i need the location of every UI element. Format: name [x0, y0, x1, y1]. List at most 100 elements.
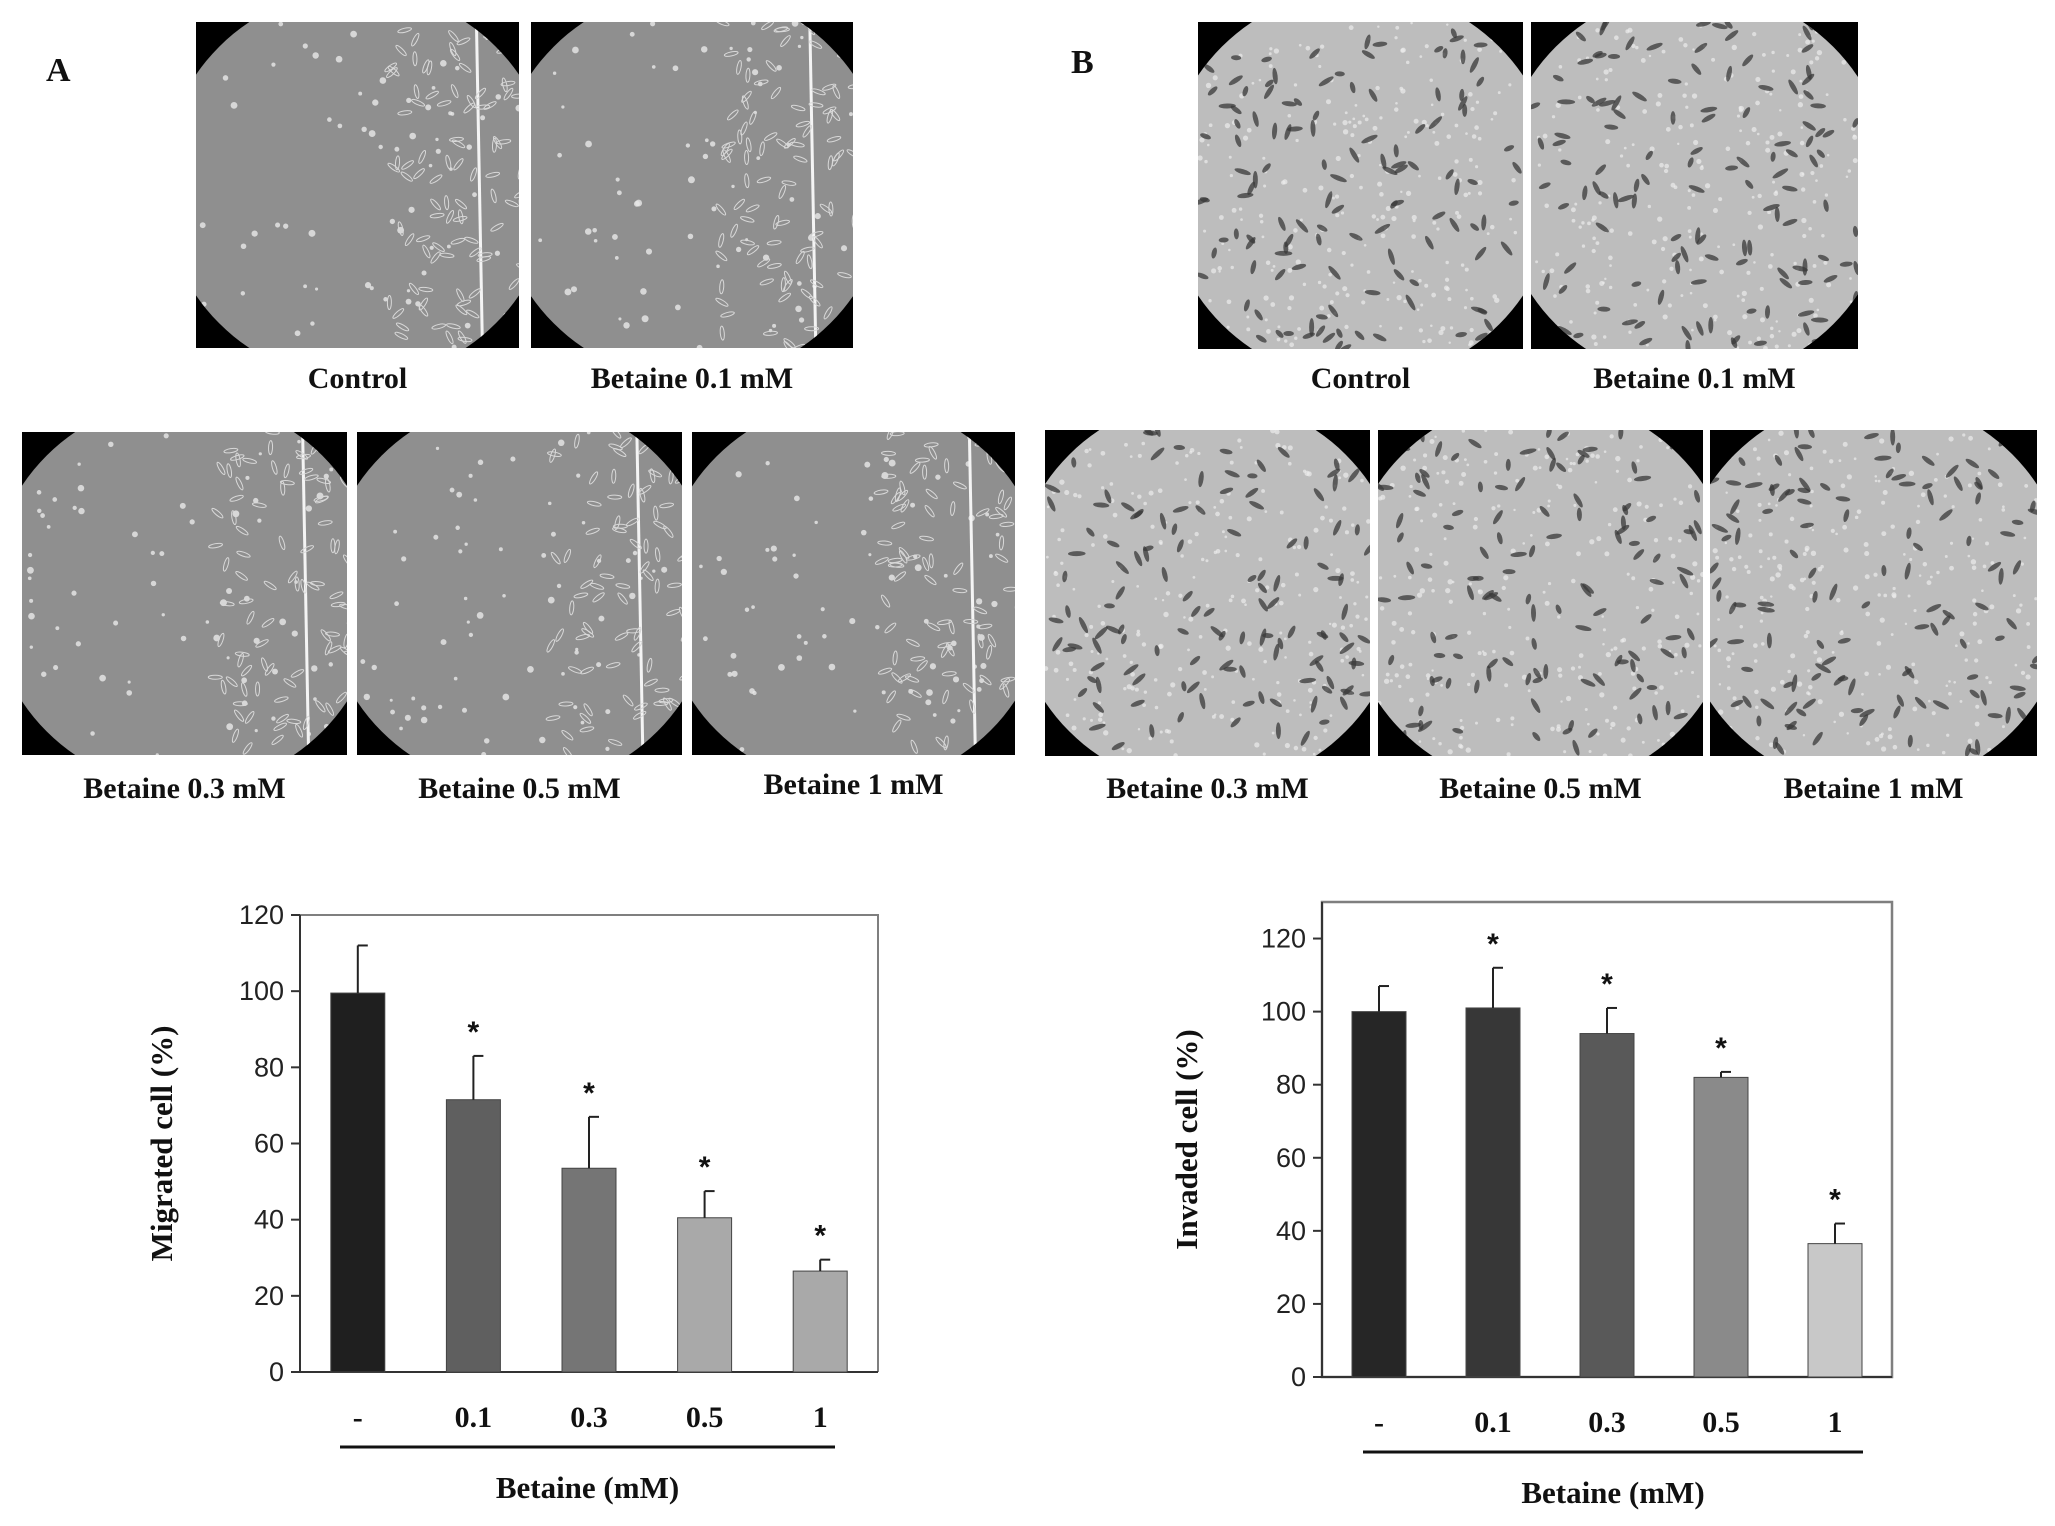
- membrane-pore: [1328, 518, 1333, 523]
- invaded-cell: [1484, 318, 1494, 332]
- membrane-pore: [1547, 499, 1551, 503]
- cell-speck: [361, 126, 367, 132]
- cell-speck: [796, 655, 803, 661]
- membrane-pore: [1987, 747, 1992, 753]
- invaded-cell: [1479, 546, 1489, 560]
- membrane-pore: [1231, 207, 1237, 213]
- cell-speck: [199, 222, 206, 229]
- migrated-cell: [775, 219, 790, 226]
- migrated-cell: [1003, 496, 1013, 511]
- invaded-cell: [1364, 34, 1371, 50]
- membrane-pore: [1669, 731, 1676, 737]
- migrated-cell: [919, 535, 934, 542]
- membrane-pore: [1411, 234, 1416, 239]
- cell-speck: [979, 678, 985, 684]
- membrane-pore: [1335, 568, 1341, 574]
- membrane-pore: [1626, 572, 1630, 576]
- membrane-pore: [1150, 524, 1155, 529]
- migrated-cell: [892, 503, 907, 512]
- invaded-cell: [1418, 705, 1424, 717]
- membrane-pore: [1208, 123, 1213, 128]
- invaded-cell: [1207, 86, 1218, 96]
- membrane-pore: [1208, 40, 1213, 45]
- membrane-pore: [1713, 644, 1717, 648]
- cell-speck: [323, 723, 330, 730]
- invaded-cell: [1921, 455, 1935, 466]
- invaded-cell: [1552, 139, 1566, 147]
- cell-speck: [848, 112, 853, 117]
- membrane-pore: [1585, 288, 1591, 294]
- membrane-pore: [1430, 103, 1434, 107]
- invaded-cell: [1405, 722, 1421, 728]
- membrane-pore: [1595, 28, 1600, 33]
- invaded-cell: [1898, 481, 1916, 487]
- membrane-pore: [1475, 721, 1478, 725]
- cell-speck: [27, 566, 34, 574]
- migrated-cell: [235, 476, 244, 491]
- migrated-cell: [251, 502, 267, 508]
- membrane-pore: [1228, 155, 1232, 159]
- membrane-pore: [1627, 27, 1633, 33]
- membrane-pore: [1613, 705, 1618, 710]
- membrane-pore: [1936, 570, 1940, 575]
- invaded-cell: [1802, 25, 1812, 41]
- migrated-cell: [795, 250, 805, 265]
- invaded-cell: [1537, 137, 1545, 150]
- membrane-pore: [1803, 633, 1809, 639]
- cell-speck: [661, 566, 668, 573]
- cell-speck: [791, 22, 799, 27]
- membrane-pore: [1045, 721, 1051, 727]
- membrane-pore: [1276, 692, 1282, 697]
- invaded-cell: [1546, 533, 1562, 540]
- membrane-pore: [1281, 180, 1286, 185]
- membrane-pore: [1411, 270, 1414, 273]
- migrated-cell: [634, 702, 648, 711]
- membrane-pore: [1627, 231, 1633, 236]
- membrane-pore: [1808, 343, 1812, 347]
- membrane-pore: [1413, 118, 1419, 124]
- migrated-cell: [681, 555, 682, 567]
- migrated-cell: [898, 550, 908, 564]
- invaded-cell: [1273, 643, 1280, 661]
- migrated-cell: [622, 694, 634, 707]
- invaded-cell: [1710, 562, 1719, 574]
- invaded-cell: [1757, 601, 1775, 607]
- invaded-cell: [1797, 498, 1812, 505]
- membrane-pore: [1470, 672, 1475, 677]
- membrane-pore: [1788, 473, 1792, 477]
- migrated-cell: [235, 452, 241, 468]
- invaded-cell: [1134, 550, 1143, 567]
- cell-speck: [675, 304, 681, 311]
- migrated-cell: [456, 288, 465, 302]
- cell-speck: [401, 556, 407, 562]
- membrane-pore: [1718, 197, 1723, 202]
- membrane-pore: [1735, 706, 1740, 710]
- membrane-pore: [1674, 614, 1680, 620]
- invaded-cell: [1816, 149, 1825, 158]
- cell-speck: [245, 475, 250, 480]
- invaded-cell: [1616, 524, 1630, 535]
- invaded-cell: [1321, 159, 1327, 170]
- membrane-pore: [1427, 338, 1432, 343]
- bar: [1807, 1243, 1863, 1378]
- significance-marker: *: [814, 1220, 826, 1253]
- migrated-cell: [490, 222, 504, 232]
- migrated-cell: [476, 256, 492, 263]
- cell-speck: [314, 287, 319, 291]
- invaded-cell: [1332, 474, 1338, 492]
- membrane-pore: [1841, 59, 1847, 65]
- membrane-pore: [1141, 441, 1146, 446]
- membrane-pore: [1977, 639, 1983, 645]
- membrane-pore: [1111, 580, 1115, 584]
- cell-speck: [584, 228, 592, 235]
- membrane-pore: [1330, 553, 1333, 557]
- membrane-pore: [1073, 492, 1078, 498]
- invaded-cell: [1679, 573, 1689, 589]
- membrane-pore: [1687, 229, 1692, 234]
- invaded-cell: [1531, 102, 1541, 110]
- membrane-pore: [1432, 130, 1436, 134]
- membrane-pore: [1787, 669, 1791, 674]
- migrated-cell: [810, 279, 824, 289]
- membrane-pore: [1246, 127, 1252, 133]
- membrane-pore: [1204, 159, 1208, 164]
